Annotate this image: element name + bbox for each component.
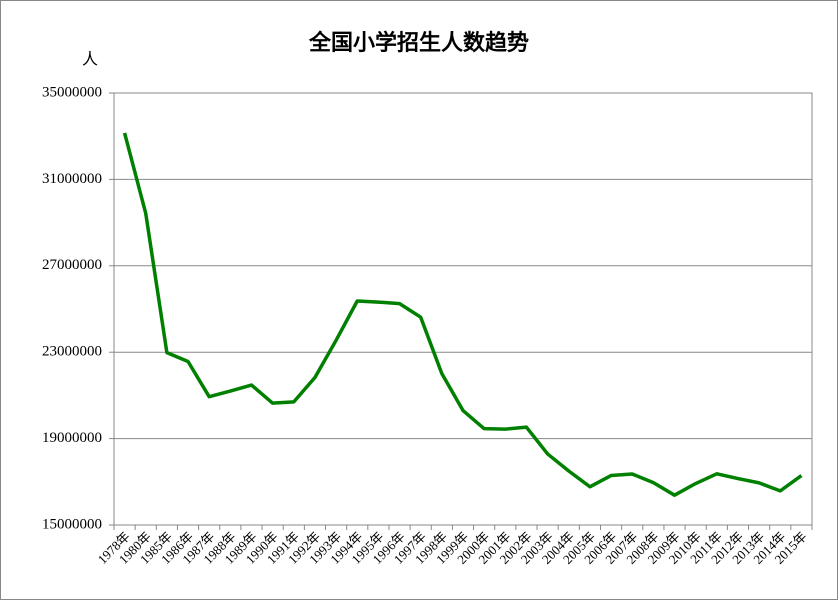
chart-title: 全国小学招生人数趋势 bbox=[308, 30, 529, 56]
y-tick-label: 27000000 bbox=[42, 257, 102, 273]
y-tick-label: 35000000 bbox=[42, 84, 102, 100]
y-axis-label: 人 bbox=[82, 50, 98, 69]
y-tick-label: 23000000 bbox=[42, 344, 102, 360]
y-tick-label: 15000000 bbox=[42, 516, 102, 532]
y-tick-label: 19000000 bbox=[42, 430, 102, 446]
y-tick-label: 31000000 bbox=[42, 171, 102, 187]
data-line bbox=[122, 132, 803, 497]
